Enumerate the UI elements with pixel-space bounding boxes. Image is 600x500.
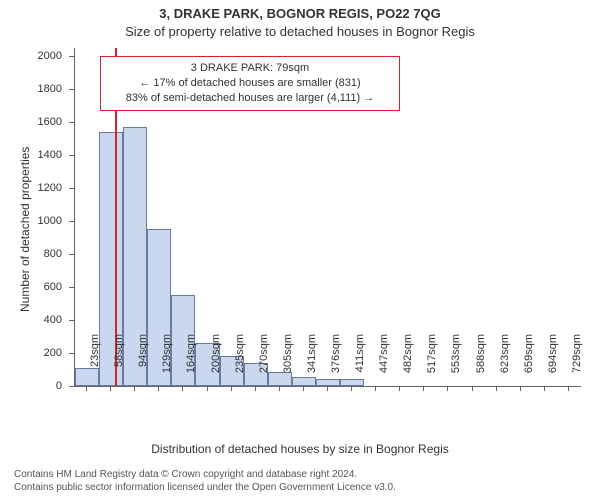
x-tick-label: 305sqm <box>282 334 294 394</box>
y-tick-label: 600 <box>0 281 62 293</box>
x-tick-mark <box>399 386 400 391</box>
x-tick-mark <box>231 386 232 391</box>
x-axis-label: Distribution of detached houses by size … <box>0 442 600 456</box>
footer-attribution: Contains HM Land Registry data © Crown c… <box>14 469 396 494</box>
footer-line-2: Contains public sector information licen… <box>14 482 396 495</box>
x-tick-mark <box>496 386 497 391</box>
y-tick-label: 1000 <box>0 215 62 227</box>
y-tick-label: 2000 <box>0 50 62 62</box>
x-tick-mark <box>327 386 328 391</box>
x-tick-label: 376sqm <box>330 334 342 394</box>
x-tick-mark <box>303 386 304 391</box>
y-tick-mark <box>69 320 74 321</box>
x-tick-label: 94sqm <box>137 334 149 394</box>
chart-supertitle: 3, DRAKE PARK, BOGNOR REGIS, PO22 7QG <box>0 6 600 21</box>
chart-container: 3, DRAKE PARK, BOGNOR REGIS, PO22 7QG Si… <box>0 0 600 500</box>
x-tick-label: 659sqm <box>523 334 535 394</box>
x-tick-label: 694sqm <box>547 334 559 394</box>
x-tick-label: 517sqm <box>426 334 438 394</box>
y-tick-mark <box>69 287 74 288</box>
y-tick-label: 1800 <box>0 83 62 95</box>
x-tick-mark <box>86 386 87 391</box>
x-tick-label: 588sqm <box>475 334 487 394</box>
x-tick-mark <box>568 386 569 391</box>
y-tick-mark <box>69 56 74 57</box>
x-tick-label: 623sqm <box>499 334 511 394</box>
x-tick-label: 235sqm <box>234 334 246 394</box>
footer-line-1: Contains HM Land Registry data © Crown c… <box>14 469 396 482</box>
x-tick-mark <box>472 386 473 391</box>
annotation-line-1: 3 DRAKE PARK: 79sqm <box>109 61 391 76</box>
x-tick-mark <box>255 386 256 391</box>
y-tick-mark <box>69 122 74 123</box>
x-tick-mark <box>447 386 448 391</box>
x-tick-label: 58sqm <box>113 334 125 394</box>
y-tick-mark <box>69 353 74 354</box>
y-tick-label: 1400 <box>0 149 62 161</box>
y-tick-mark <box>69 386 74 387</box>
y-tick-mark <box>69 89 74 90</box>
x-tick-mark <box>110 386 111 391</box>
x-tick-mark <box>158 386 159 391</box>
x-tick-label: 482sqm <box>402 334 414 394</box>
x-tick-label: 129sqm <box>161 334 173 394</box>
x-tick-label: 270sqm <box>258 334 270 394</box>
x-tick-label: 164sqm <box>185 334 197 394</box>
x-tick-label: 341sqm <box>306 334 318 394</box>
x-tick-label: 553sqm <box>450 334 462 394</box>
x-tick-mark <box>134 386 135 391</box>
x-tick-label: 23sqm <box>89 334 101 394</box>
y-tick-mark <box>69 254 74 255</box>
y-tick-mark <box>69 188 74 189</box>
x-tick-mark <box>544 386 545 391</box>
annotation-line-3: 83% of semi-detached houses are larger (… <box>109 91 391 106</box>
annotation-box: 3 DRAKE PARK: 79sqm ← 17% of detached ho… <box>100 56 400 111</box>
y-tick-label: 1600 <box>0 116 62 128</box>
x-tick-label: 447sqm <box>378 334 390 394</box>
x-tick-mark <box>375 386 376 391</box>
y-tick-label: 1200 <box>0 182 62 194</box>
x-tick-mark <box>423 386 424 391</box>
x-tick-label: 729sqm <box>571 334 583 394</box>
x-tick-mark <box>207 386 208 391</box>
y-tick-label: 0 <box>0 380 62 392</box>
x-tick-label: 411sqm <box>354 334 366 394</box>
x-tick-label: 200sqm <box>210 334 222 394</box>
x-tick-mark <box>182 386 183 391</box>
y-tick-label: 200 <box>0 347 62 359</box>
y-tick-mark <box>69 221 74 222</box>
x-tick-mark <box>351 386 352 391</box>
y-tick-label: 800 <box>0 248 62 260</box>
y-tick-mark <box>69 155 74 156</box>
annotation-line-2: ← 17% of detached houses are smaller (83… <box>109 76 391 91</box>
y-tick-label: 400 <box>0 314 62 326</box>
chart-title: Size of property relative to detached ho… <box>0 24 600 39</box>
x-tick-mark <box>520 386 521 391</box>
x-tick-mark <box>279 386 280 391</box>
